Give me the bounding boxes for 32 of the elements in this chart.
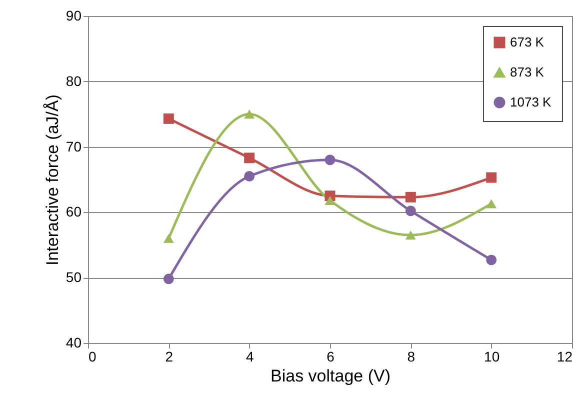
point (244, 170, 255, 182)
x-tick-label: 2 (165, 348, 174, 364)
legend-label: 1073 K (510, 94, 552, 110)
legend-label: 673 K (510, 34, 544, 50)
y-tick-label: 60 (66, 204, 82, 220)
point (324, 196, 336, 205)
x-tick-label: 4 (246, 348, 254, 364)
point (244, 110, 255, 119)
point (244, 152, 255, 164)
x-axis-title: Bias voltage (V) (270, 366, 390, 386)
y-tick-label: 80 (66, 72, 82, 89)
point (405, 230, 416, 240)
y-tick-label: 70 (66, 138, 82, 154)
point (405, 192, 416, 202)
point (486, 254, 497, 266)
point (163, 274, 174, 284)
y-tick-label: 50 (66, 269, 82, 286)
x-tick-label: 10 (484, 348, 500, 364)
x-tick-label: 0 (88, 348, 96, 364)
x-tick-label: 8 (407, 348, 416, 364)
x-tick-label: 12 (556, 348, 573, 364)
point (324, 154, 336, 166)
point (486, 199, 497, 208)
y-tick-label: 40 (66, 334, 82, 350)
point (163, 234, 174, 243)
y-tick-label: 90 (66, 8, 82, 24)
y-axis-title: Interactive force (aJ/Å) (42, 94, 62, 266)
point (486, 172, 497, 183)
legend-label: 873 K (510, 64, 544, 80)
x-tick-label: 6 (326, 348, 335, 364)
point (163, 113, 174, 124)
point (405, 206, 416, 216)
